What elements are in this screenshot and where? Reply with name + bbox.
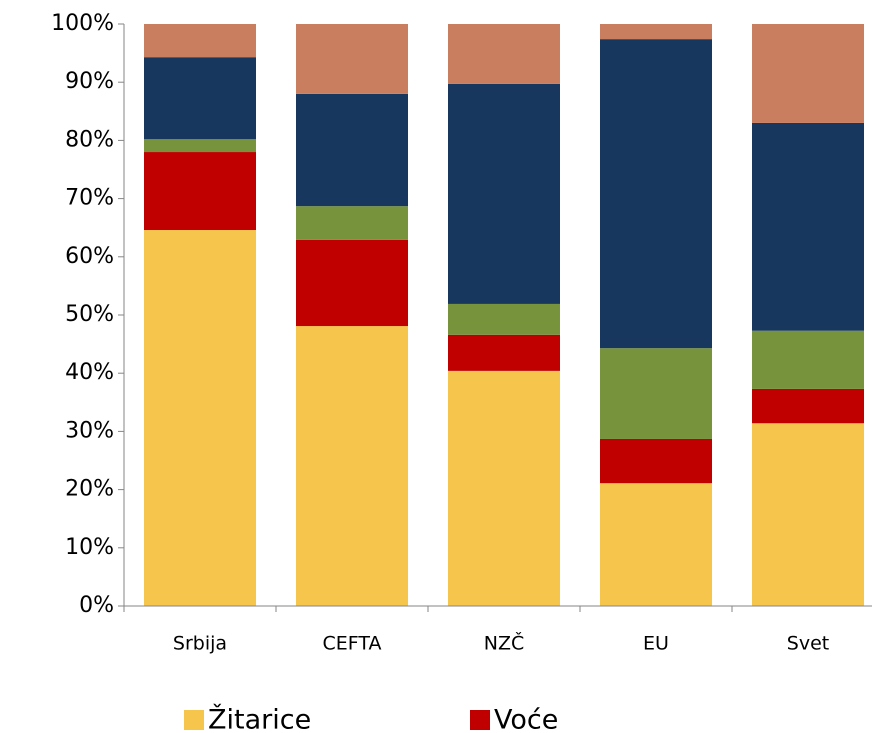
bar-segment [448, 334, 560, 371]
legend-swatch [470, 710, 490, 730]
bar-segment [296, 326, 408, 606]
x-tick-label: CEFTA [323, 633, 382, 655]
y-tick-label: 80% [65, 127, 114, 152]
bar-segment [752, 423, 864, 606]
legend-swatch [184, 710, 204, 730]
y-tick-label: 10% [65, 535, 114, 560]
bar-segment [600, 348, 712, 439]
legend-label: Žitarice [208, 704, 311, 733]
bar-segment [448, 83, 560, 304]
bar-segment [296, 24, 408, 94]
bar-segment [752, 388, 864, 424]
x-tick-label: NZČ [484, 631, 525, 655]
bar-segment [448, 24, 560, 84]
bar-segment [600, 24, 712, 40]
bar-segment [144, 230, 256, 606]
bar-segment [144, 57, 256, 140]
legend-label: Voće [494, 705, 558, 733]
bar-segment [448, 370, 560, 606]
bar-segment [752, 122, 864, 331]
bar-segment [600, 39, 712, 349]
bar-segment [752, 330, 864, 389]
bar-segment [144, 152, 256, 231]
bar-segment [600, 483, 712, 606]
y-tick-label: 20% [65, 477, 114, 502]
x-tick-label: Svet [787, 633, 829, 655]
y-tick-label: 30% [65, 418, 114, 443]
y-tick-label: 100% [51, 11, 114, 36]
y-tick-label: 0% [79, 593, 114, 618]
x-tick-label: Srbija [173, 633, 227, 655]
bar-segment [296, 206, 408, 240]
x-tick-label: EU [643, 633, 669, 655]
y-tick-label: 40% [65, 360, 114, 385]
bar-segment [144, 139, 256, 153]
bar-segment [448, 303, 560, 335]
bar-segment [296, 239, 408, 327]
bar-segment [144, 24, 256, 58]
bar-segment [752, 24, 864, 123]
y-tick-label: 60% [65, 244, 114, 269]
bar-segment [296, 93, 408, 207]
y-tick-label: 70% [65, 186, 114, 211]
y-tick-label: 50% [65, 302, 114, 327]
bar-segment [600, 438, 712, 484]
y-tick-label: 90% [65, 69, 114, 94]
